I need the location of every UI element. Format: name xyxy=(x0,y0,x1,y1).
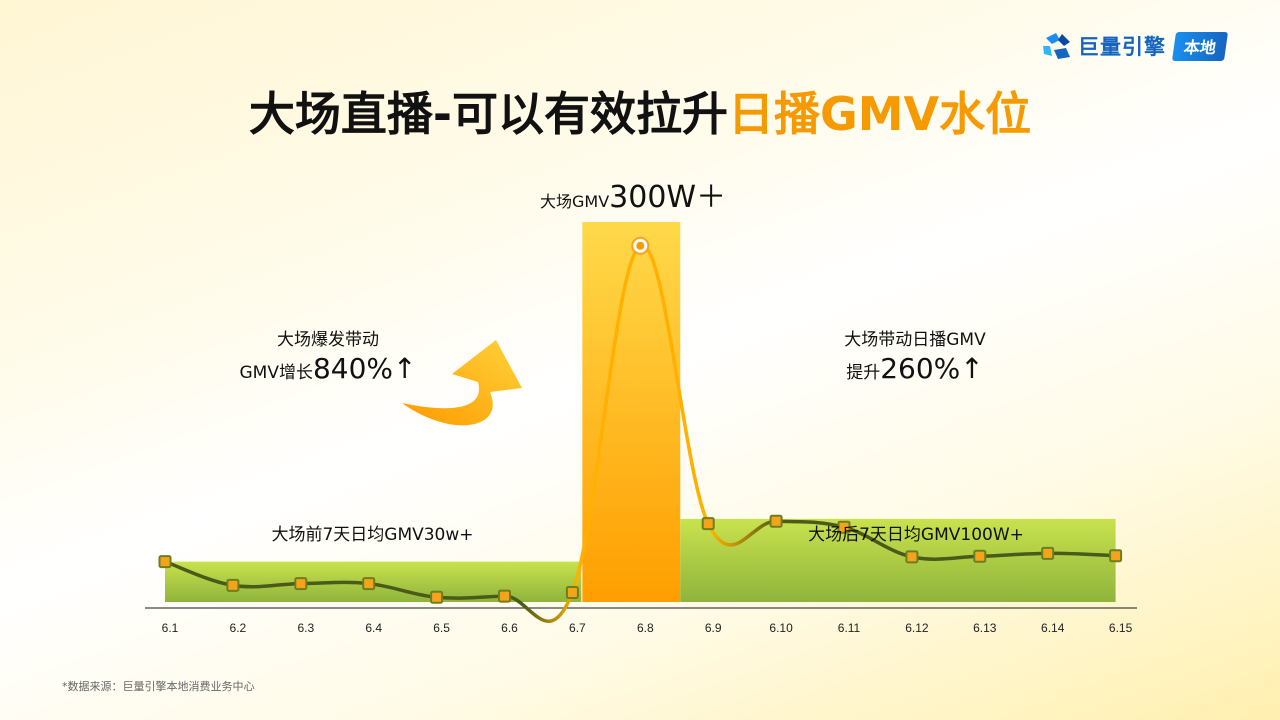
x-tick-label: 6.9 xyxy=(705,621,722,635)
data-point xyxy=(769,514,783,528)
peak-label-prefix: 大场GMV xyxy=(540,192,610,211)
annotation-growth: 大场爆发带动 GMV增长840%↑ xyxy=(228,330,428,386)
x-tick-label: 6.5 xyxy=(433,621,450,635)
peak-label: 大场GMV300W＋ xyxy=(540,172,726,216)
annotation-lift-prefix: 提升 xyxy=(846,363,881,384)
data-point xyxy=(226,578,240,592)
data-point xyxy=(430,590,444,604)
data-point xyxy=(158,555,172,569)
data-point xyxy=(973,549,987,563)
x-tick-label: 6.3 xyxy=(297,621,314,635)
data-point xyxy=(294,577,308,591)
x-tick-label: 6.4 xyxy=(365,621,382,635)
region-peak xyxy=(582,222,681,602)
growth-arrow-icon xyxy=(402,340,522,426)
x-tick-label: 6.1 xyxy=(162,621,179,635)
peak-label-value: 300W＋ xyxy=(609,180,727,215)
x-tick-label: 6.12 xyxy=(905,621,929,635)
data-point xyxy=(362,577,376,591)
data-point xyxy=(701,517,715,531)
peak-point-dot xyxy=(636,241,645,250)
title-main: 大场直播-可以有效拉升 xyxy=(248,87,728,141)
data-point xyxy=(837,520,851,534)
annotation-growth-value: 840%↑ xyxy=(312,352,417,386)
data-point xyxy=(1041,546,1055,560)
x-tick-label: 6.14 xyxy=(1041,621,1065,635)
x-tick-label: 6.10 xyxy=(769,621,793,635)
annotation-growth-prefix: GMV增长 xyxy=(239,363,313,384)
data-point xyxy=(565,586,579,599)
annotation-lift-value: 260%↑ xyxy=(880,352,984,386)
brand-mark-icon xyxy=(1043,33,1070,59)
data-point xyxy=(498,589,511,603)
x-tick-label: 6.2 xyxy=(230,621,247,635)
x-tick-label: 6.7 xyxy=(569,621,586,635)
x-tick-label: 6.15 xyxy=(1109,621,1133,635)
annotation-lift-line1: 大场带动日播GMV xyxy=(844,330,986,350)
annotation-lift: 大场带动日播GMV 提升260%↑ xyxy=(820,330,1010,386)
brand-logo: 巨量引擎 本地 xyxy=(1040,30,1229,62)
data-point xyxy=(905,550,919,564)
x-tick-label: 6.6 xyxy=(501,621,518,635)
data-source-footnote: *数据来源：巨量引擎本地消费业务中心 xyxy=(62,680,255,693)
x-tick-label: 6.8 xyxy=(637,621,654,635)
data-point xyxy=(1109,549,1123,563)
x-tick-label: 6.13 xyxy=(973,621,997,635)
brand-name: 巨量引擎 xyxy=(1078,35,1166,59)
annotation-growth-line1: 大场爆发带动 xyxy=(277,330,379,350)
region-label-after: 大场后7天日均GMV100W+ xyxy=(808,525,1024,545)
region-label-before: 大场前7天日均GMV30w+ xyxy=(271,525,474,545)
page-title: 大场直播-可以有效拉升日播GMV水位 xyxy=(0,78,1280,144)
title-highlight: 日播GMV水位 xyxy=(727,87,1032,141)
x-tick-label: 6.11 xyxy=(838,621,861,635)
